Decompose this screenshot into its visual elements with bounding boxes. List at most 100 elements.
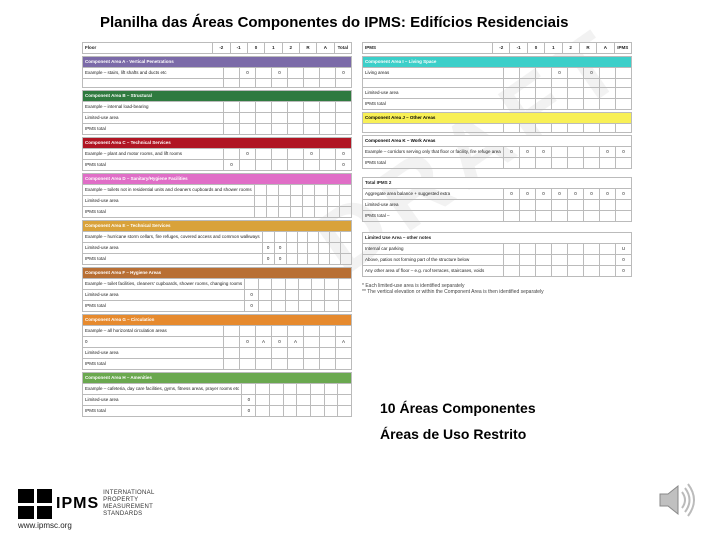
table-cell <box>338 290 351 301</box>
table-cell: 0 <box>274 254 286 265</box>
table-cell <box>320 337 336 348</box>
col-header: 2 <box>562 43 579 54</box>
ipms-logo: IPMS INTERNATIONALPROPERTYMEASUREMENTSTA… <box>18 489 155 519</box>
table-cell: A <box>336 337 352 348</box>
table-cell <box>308 243 319 254</box>
table-cell <box>286 254 297 265</box>
table-cell: Limited-use area <box>83 196 255 207</box>
col-header: A <box>317 43 334 54</box>
table-cell <box>616 200 632 211</box>
table-cell: Example – hurricane storm cellars, fire … <box>83 232 263 243</box>
table-cell <box>520 124 536 133</box>
table-cell <box>308 232 319 243</box>
note-line: ** The vertical elevation or within the … <box>362 289 632 295</box>
section-table: Component Area C – Technical ServicesExa… <box>82 137 352 171</box>
table-cell <box>272 113 288 124</box>
table-cell <box>616 124 632 133</box>
table-cell <box>256 79 272 88</box>
table-cell: 0 <box>536 189 552 200</box>
table-cell: Example – toilet facilities, cleaners' c… <box>83 279 245 290</box>
table-cell <box>320 160 336 171</box>
totals-title: Total IPMS 2 <box>363 178 632 189</box>
table-cell <box>338 384 352 395</box>
table-cell <box>584 244 600 255</box>
table-cell <box>568 147 584 158</box>
table-cell <box>240 113 256 124</box>
table-cell <box>336 359 352 370</box>
table-cell <box>600 266 616 277</box>
table-cell <box>536 79 552 88</box>
table-cell <box>600 124 616 133</box>
table-cell <box>504 79 520 88</box>
table-cell <box>325 290 338 301</box>
table-cell <box>600 244 616 255</box>
col-header: IPMS <box>363 43 493 54</box>
table-cell: 0 <box>245 301 259 312</box>
table-cell <box>319 254 330 265</box>
table-cell <box>568 79 584 88</box>
table-cell <box>600 158 616 169</box>
table-cell <box>283 395 297 406</box>
col-header: R <box>299 43 316 54</box>
col-header: A <box>597 43 614 54</box>
table-cell: 0 <box>616 266 632 277</box>
table-cell <box>536 255 552 266</box>
table-cell: Limited-use area <box>363 88 504 99</box>
table-cell <box>336 102 352 113</box>
table-cell <box>568 200 584 211</box>
table-cell <box>274 232 286 243</box>
table-cell: IPMS total <box>83 359 224 370</box>
table-cell <box>552 79 568 88</box>
table-cell <box>600 88 616 99</box>
section-table: Component Area A - Vertical Penetrations… <box>82 56 352 88</box>
table-cell <box>520 88 536 99</box>
table-cell <box>256 160 272 171</box>
table-cell <box>600 79 616 88</box>
table-cell <box>256 124 272 135</box>
table-cell: 0 <box>83 337 224 348</box>
table-cell <box>338 395 352 406</box>
table-cell: Example – stairs, lift shafts and ducts … <box>83 68 224 79</box>
table-cell <box>224 359 240 370</box>
label-10-areas: 10 Áreas Componentes <box>380 400 536 416</box>
page-title: Planilha das Áreas Componentes do IPMS: … <box>100 14 568 31</box>
table-cell <box>536 68 552 79</box>
table-cell <box>320 79 336 88</box>
table-cell: 0 <box>274 243 286 254</box>
table-cell <box>568 99 584 110</box>
table-cell: 0 <box>240 68 256 79</box>
table-cell <box>584 266 600 277</box>
table-cell <box>536 200 552 211</box>
table-cell <box>254 207 266 218</box>
table-cell <box>341 254 352 265</box>
component-band: Component Area J – Other Areas <box>363 113 632 124</box>
table-cell: A <box>288 337 304 348</box>
table-cell <box>568 211 584 222</box>
table-cell: Example – all horizontal circulation are… <box>83 326 224 337</box>
table-cell <box>256 395 270 406</box>
table-cell <box>568 158 584 169</box>
table-cell <box>304 326 320 337</box>
table-cell <box>311 406 325 417</box>
table-cell <box>341 243 352 254</box>
table-cell <box>504 88 520 99</box>
table-cell <box>552 147 568 158</box>
section-table: Component Area G – CirculationExample – … <box>82 314 352 370</box>
table-cell <box>330 232 341 243</box>
table-cell: Limited-use area <box>83 290 245 301</box>
table-cell <box>330 254 341 265</box>
table-cell <box>288 348 304 359</box>
table-cell <box>256 326 272 337</box>
table-cell <box>504 68 520 79</box>
table-cell <box>616 88 632 99</box>
table-cell <box>504 266 520 277</box>
table-cell <box>584 200 600 211</box>
table-cell <box>552 99 568 110</box>
table-cell <box>568 244 584 255</box>
table-cell <box>336 348 352 359</box>
table-cell <box>520 200 536 211</box>
table-cell <box>256 149 272 160</box>
table-cell <box>552 244 568 255</box>
table-cell <box>320 113 336 124</box>
table-cell: Above, patios not forming part of the st… <box>363 255 504 266</box>
